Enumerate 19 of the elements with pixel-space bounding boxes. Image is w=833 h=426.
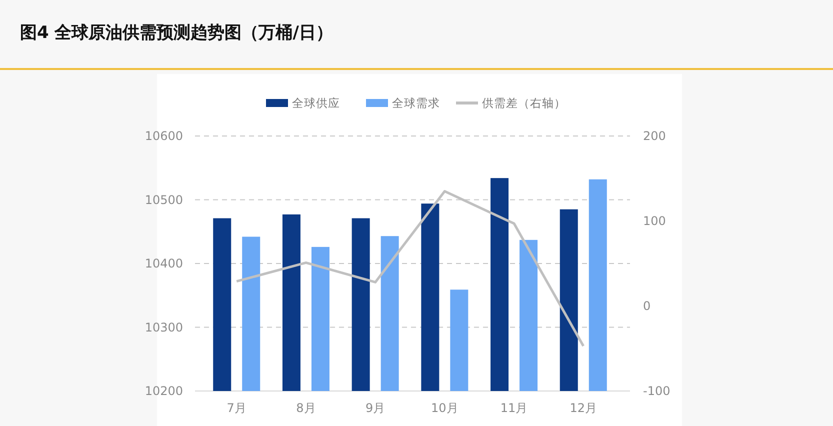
y-tick-label: 10300 [144,320,183,334]
y2-tick-label: 100 [643,214,666,228]
legend-label: 供需差（右轴） [482,96,566,110]
y-tick-label: 10500 [144,192,183,207]
x-tick-label: 7月 [226,401,246,415]
y2-tick-label: -100 [643,384,670,398]
x-tick-label: 9月 [366,401,386,415]
x-tick-label: 12月 [570,401,598,415]
legend-label: 全球供应 [292,96,340,110]
y2-tick-label: 200 [643,129,666,144]
y-tick-label: 10200 [144,384,183,398]
chart-title: 图4 全球原油供需预测趋势图（万桶/日） [20,23,333,43]
x-tick-label: 8月 [296,401,316,415]
y2-tick-label: 0 [643,299,651,314]
y-tick-label: 10600 [144,129,183,144]
y-tick-label: 10400 [144,256,183,271]
x-tick-label: 10月 [431,401,458,415]
x-tick-label: 11月 [500,401,528,415]
legend-label: 全球需求 [392,96,440,110]
